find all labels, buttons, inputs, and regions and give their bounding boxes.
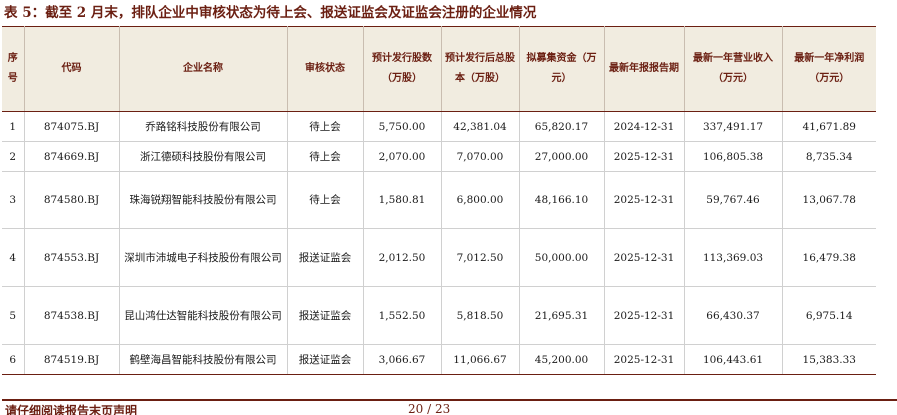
cell-status: 待上会	[287, 111, 364, 142]
cell-net-profit: 41,671.89	[782, 111, 876, 142]
cell-funds: 48,166.10	[519, 171, 605, 229]
cell-revenue: 106,443.61	[684, 344, 783, 375]
page-number: 20 / 23	[408, 402, 451, 415]
cell-net-profit: 13,067.78	[782, 171, 876, 229]
ipo-queue-table: 序号 代码 企业名称 审核状态 预计发行股数（万股） 预计发行后总股本（万股） …	[2, 26, 876, 375]
cell-shares: 3,066.67	[363, 344, 442, 375]
cell-net-profit: 6,975.14	[782, 286, 876, 345]
col-header-report-period: 最新年报报告期	[604, 26, 685, 112]
cell-status: 待上会	[287, 171, 364, 229]
table-row: 2 874669.BJ 浙江德硕科技股份有限公司 待上会 2,070.00 7,…	[2, 141, 876, 172]
cell-company: 浙江德硕科技股份有限公司	[119, 141, 288, 172]
cell-revenue: 106,805.38	[684, 141, 783, 172]
col-header-status: 审核状态	[287, 26, 364, 112]
cell-funds: 65,820.17	[519, 111, 605, 142]
cell-company: 乔路铭科技股份有限公司	[119, 111, 288, 142]
cell-company: 昆山鸿仕达智能科技股份有限公司	[119, 286, 288, 345]
cell-report-period: 2025-12-31	[604, 171, 685, 229]
cell-index: 2	[2, 141, 25, 172]
cell-status: 报送证监会	[287, 286, 364, 345]
cell-report-period: 2025-12-31	[604, 141, 685, 172]
col-header-revenue: 最新一年营业收入（万元）	[684, 26, 783, 112]
cell-index: 1	[2, 111, 25, 142]
cell-funds: 45,200.00	[519, 344, 605, 375]
cell-funds: 21,695.31	[519, 286, 605, 345]
cell-report-period: 2025-12-31	[604, 228, 685, 287]
cell-revenue: 59,767.46	[684, 171, 783, 229]
col-header-code: 代码	[24, 26, 120, 112]
col-header-shares: 预计发行股数（万股）	[363, 26, 442, 112]
col-header-net-profit: 最新一年净利润（万元）	[782, 26, 876, 112]
cell-funds: 27,000.00	[519, 141, 605, 172]
table-row: 3 874580.BJ 珠海锐翔智能科技股份有限公司 待上会 1,580.81 …	[2, 171, 876, 229]
cell-revenue: 113,369.03	[684, 228, 783, 287]
cell-shares: 1,552.50	[363, 286, 442, 345]
cell-report-period: 2025-12-31	[604, 344, 685, 375]
cell-status: 报送证监会	[287, 228, 364, 287]
cell-total-shares: 5,818.50	[441, 286, 520, 345]
cell-status: 报送证监会	[287, 344, 364, 375]
cell-total-shares: 42,381.04	[441, 111, 520, 142]
cell-shares: 5,750.00	[363, 111, 442, 142]
col-header-total-shares: 预计发行后总股本（万股）	[441, 26, 520, 112]
cell-net-profit: 8,735.34	[782, 141, 876, 172]
cell-code: 874580.BJ	[24, 171, 120, 229]
footer-disclaimer: 请仔细阅读报告末页声明	[5, 404, 138, 415]
cell-index: 5	[2, 286, 25, 345]
cell-company: 深圳市沛城电子科技股份有限公司	[119, 228, 288, 287]
cell-code: 874538.BJ	[24, 286, 120, 345]
cell-report-period: 2025-12-31	[604, 286, 685, 345]
page-footer: 请仔细阅读报告末页声明 20 / 23	[2, 399, 897, 415]
cell-revenue: 337,491.17	[684, 111, 783, 142]
cell-code: 874553.BJ	[24, 228, 120, 287]
cell-total-shares: 6,800.00	[441, 171, 520, 229]
cell-code: 874075.BJ	[24, 111, 120, 142]
cell-status: 待上会	[287, 141, 364, 172]
cell-code: 874519.BJ	[24, 344, 120, 375]
cell-total-shares: 7,012.50	[441, 228, 520, 287]
col-header-index: 序号	[2, 26, 25, 112]
table-title: 表 5：截至 2 月末，排队企业中审核状态为待上会、报送证监会及证监会注册的企业…	[4, 5, 537, 21]
cell-shares: 1,580.81	[363, 171, 442, 229]
cell-revenue: 66,430.37	[684, 286, 783, 345]
cell-total-shares: 7,070.00	[441, 141, 520, 172]
cell-funds: 50,000.00	[519, 228, 605, 287]
table-header-row: 序号 代码 企业名称 审核状态 预计发行股数（万股） 预计发行后总股本（万股） …	[2, 26, 876, 112]
cell-company: 鹤壁海昌智能科技股份有限公司	[119, 344, 288, 375]
table-row: 5 874538.BJ 昆山鸿仕达智能科技股份有限公司 报送证监会 1,552.…	[2, 286, 876, 345]
cell-code: 874669.BJ	[24, 141, 120, 172]
cell-index: 3	[2, 171, 25, 229]
cell-company: 珠海锐翔智能科技股份有限公司	[119, 171, 288, 229]
cell-net-profit: 16,479.38	[782, 228, 876, 287]
col-header-funds: 拟募集资金（万元）	[519, 26, 605, 112]
cell-total-shares: 11,066.67	[441, 344, 520, 375]
cell-index: 4	[2, 228, 25, 287]
cell-index: 6	[2, 344, 25, 375]
cell-net-profit: 15,383.33	[782, 344, 876, 375]
cell-shares: 2,070.00	[363, 141, 442, 172]
table-row: 1 874075.BJ 乔路铭科技股份有限公司 待上会 5,750.00 42,…	[2, 111, 876, 142]
cell-report-period: 2024-12-31	[604, 111, 685, 142]
table-row: 4 874553.BJ 深圳市沛城电子科技股份有限公司 报送证监会 2,012.…	[2, 228, 876, 287]
cell-shares: 2,012.50	[363, 228, 442, 287]
col-header-company: 企业名称	[119, 26, 288, 112]
table-row: 6 874519.BJ 鹤壁海昌智能科技股份有限公司 报送证监会 3,066.6…	[2, 344, 876, 375]
